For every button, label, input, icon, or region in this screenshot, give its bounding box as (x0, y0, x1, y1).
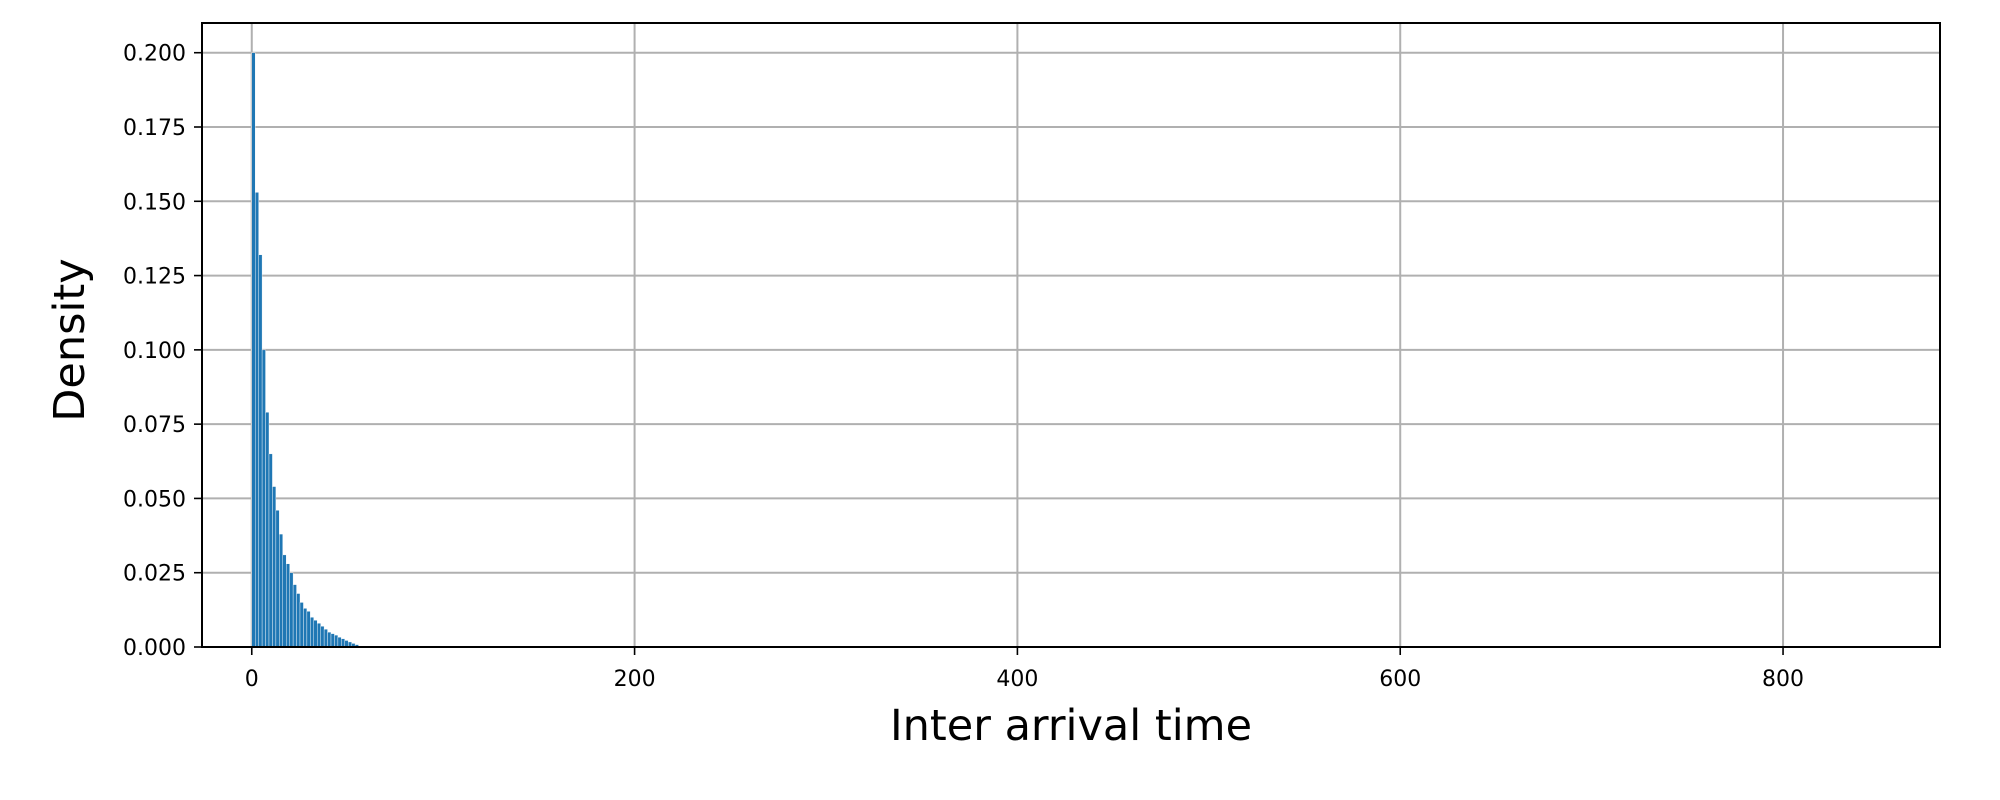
histogram-bar (303, 608, 308, 648)
histogram-bar (279, 533, 283, 648)
histogram-bar (299, 602, 304, 648)
x-tick-label: 0 (245, 667, 259, 692)
y-tick-label: 0.125 (123, 265, 186, 290)
grid-lines (202, 23, 1940, 648)
histogram-bar (272, 486, 277, 648)
plot-frame (201, 22, 1941, 648)
histogram-bar (334, 634, 339, 648)
histogram-bar (275, 510, 280, 648)
histogram-bar (251, 52, 256, 648)
histogram-bar (320, 626, 325, 648)
axis-ticks: 0 200 400 600 800 0.000 0.025 0.050 0.075 0.100 0.… (123, 42, 1804, 692)
histogram-bar (306, 611, 311, 648)
histogram-bar (292, 584, 297, 648)
x-axis-label: Inter arrival time (890, 701, 1252, 751)
histogram-bar (268, 453, 273, 648)
x-tick-label: 200 (614, 667, 656, 692)
y-tick-label: 0.150 (123, 190, 186, 215)
x-tick-label: 400 (996, 667, 1038, 692)
y-tick-label: 0.075 (123, 413, 186, 438)
histogram-bar (317, 623, 321, 648)
y-tick-label: 0.000 (123, 636, 186, 661)
y-tick-label: 0.025 (123, 562, 186, 587)
histogram-bar (258, 254, 263, 648)
x-tick-label: 600 (1379, 667, 1421, 692)
histogram-bar (289, 572, 294, 648)
histogram-bar (265, 412, 270, 648)
y-axis-label: Density (45, 258, 95, 421)
histogram-bar (327, 631, 332, 648)
y-tick-label: 0.100 (123, 339, 186, 364)
y-tick-label: 0.175 (123, 116, 186, 141)
histogram-bar (296, 593, 301, 648)
y-tick-label: 0.050 (123, 487, 186, 512)
histogram-bar (282, 554, 287, 648)
histogram-bar (330, 633, 335, 648)
y-tick-label: 0.200 (123, 42, 186, 67)
histogram-bar (337, 636, 342, 648)
histogram-bar (313, 620, 318, 648)
histogram-bar (286, 563, 290, 648)
histogram-bar (310, 617, 314, 648)
x-tick-label: 800 (1762, 667, 1804, 692)
histogram-bar (341, 638, 345, 648)
histogram-bar (323, 628, 328, 648)
histogram-bar (255, 192, 259, 648)
histogram-bars (251, 52, 359, 648)
histogram-bar (261, 349, 266, 648)
